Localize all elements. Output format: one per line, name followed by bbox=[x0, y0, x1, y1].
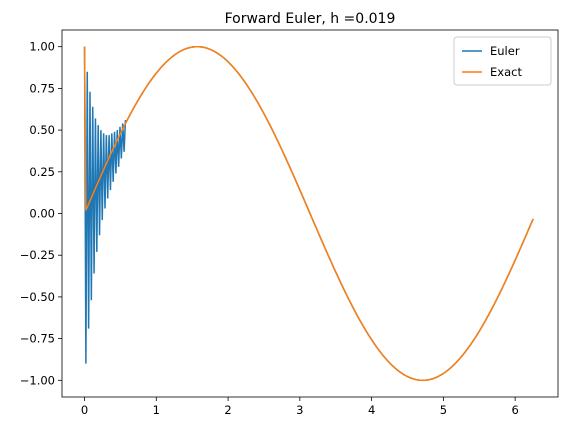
y-tick-label: −0.25 bbox=[20, 248, 55, 262]
x-tick-label: 6 bbox=[511, 403, 518, 417]
y-tick-label: −1.00 bbox=[20, 373, 55, 387]
y-tick-label: −0.75 bbox=[20, 332, 55, 346]
legend-label-euler: Euler bbox=[490, 44, 520, 58]
series-line-exact bbox=[83, 45, 534, 382]
series-line-euler bbox=[83, 45, 534, 382]
legend: Euler Exact bbox=[453, 36, 552, 86]
chart-title: Forward Euler, h =0.019 bbox=[225, 11, 396, 27]
y-tick-label: 0.75 bbox=[29, 81, 55, 95]
y-tick-label: 0.00 bbox=[29, 207, 55, 221]
x-tick-label: 0 bbox=[81, 403, 88, 417]
legend-label-exact: Exact bbox=[490, 65, 522, 79]
y-tick-label: −0.50 bbox=[20, 290, 55, 304]
plot-area bbox=[83, 45, 534, 382]
x-tick-label: 2 bbox=[224, 403, 231, 417]
y-axis: 1.00 0.75 0.50 0.25 0.00 −0.25 −0.50 −0.75 −1.00 bbox=[20, 40, 62, 387]
axes-frame bbox=[61, 29, 559, 398]
y-tick-label: 0.50 bbox=[29, 123, 55, 137]
x-tick-label: 1 bbox=[153, 403, 160, 417]
y-tick-label: 1.00 bbox=[29, 40, 55, 54]
legend-box bbox=[453, 36, 552, 86]
y-tick-label: 0.25 bbox=[29, 165, 55, 179]
x-tick-label: 3 bbox=[296, 403, 303, 417]
x-axis: 0 1 2 3 4 5 6 bbox=[81, 397, 519, 417]
x-tick-label: 4 bbox=[368, 403, 375, 417]
x-tick-label: 5 bbox=[440, 403, 447, 417]
